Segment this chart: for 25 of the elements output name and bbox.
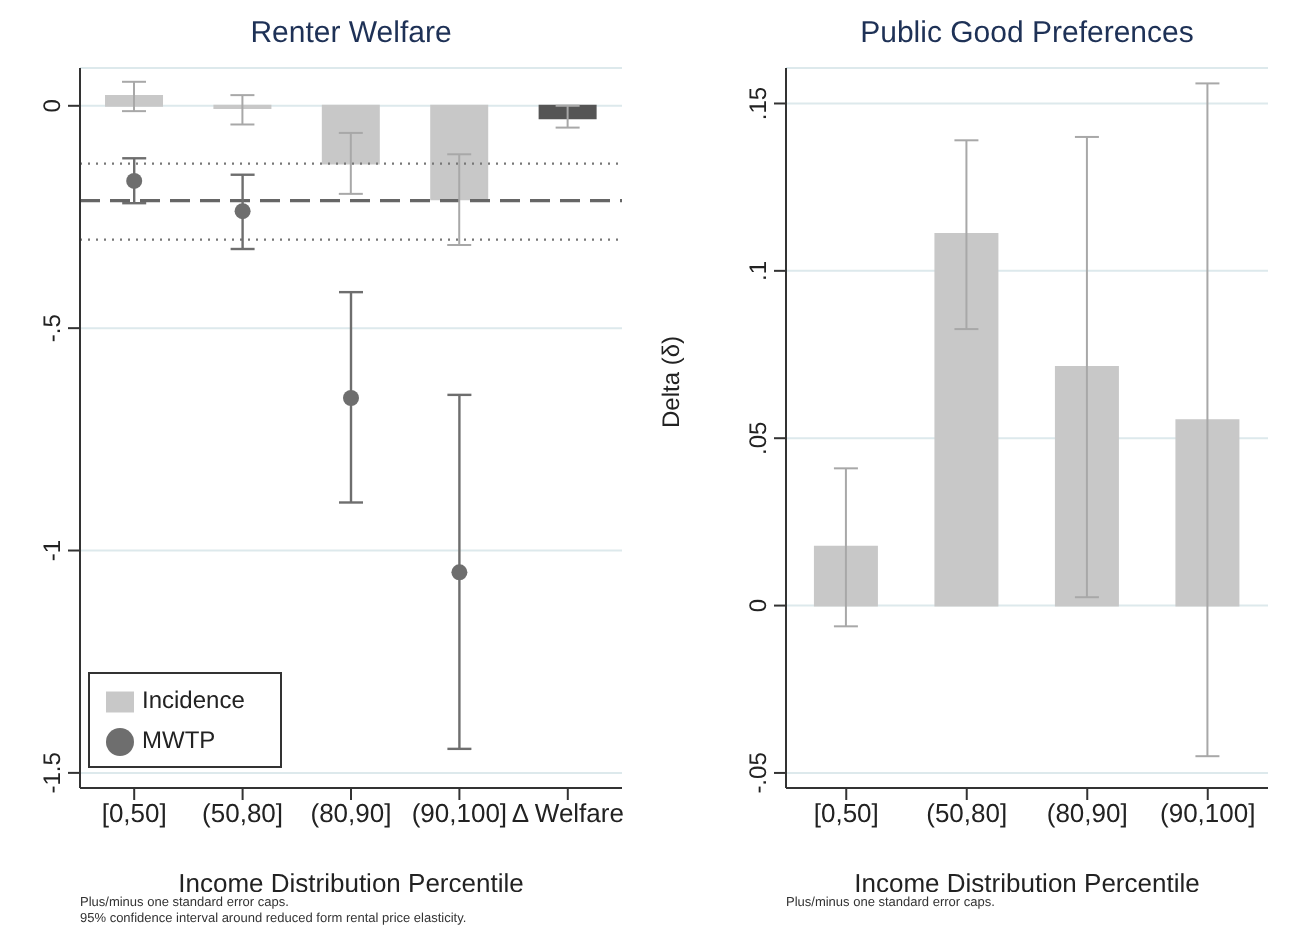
x-tick-label: (90,100] (411, 798, 508, 829)
x-tick-label: [0,50] (101, 798, 167, 829)
y-tick-label: -1.5 (38, 751, 66, 794)
x-tick-label: (80,90] (1046, 798, 1128, 829)
y-tick-label: .15 (744, 86, 772, 121)
x-tick-label: Δ Welfare (511, 798, 624, 829)
legend-label: Incidence (142, 686, 245, 714)
y-tick-label: -.05 (744, 751, 772, 794)
y-axis-title: Delta (δ) (656, 335, 685, 428)
legend-label: MWTP (142, 726, 216, 754)
x-axis-title: Income Distribution Percentile (854, 868, 1200, 898)
x-tick-label: (80,90] (310, 798, 392, 829)
y-tick-label: -.5 (38, 313, 66, 343)
x-axis-title: Income Distribution Percentile (178, 868, 524, 898)
chart-title: Public Good Preferences (858, 16, 1196, 50)
y-tick-label: .05 (744, 420, 772, 455)
x-tick-label: (90,100] (1160, 798, 1256, 829)
x-tick-label: [0,50] (813, 798, 879, 829)
y-tick-label: 0 (38, 98, 66, 113)
x-tick-label: (50,80] (202, 798, 284, 829)
y-tick-label: .1 (744, 260, 772, 281)
y-tick-label: -1 (38, 539, 66, 562)
chart-title: Renter Welfare (248, 16, 454, 50)
x-tick-label: (50,80] (926, 798, 1008, 829)
y-tick-label: 0 (744, 598, 772, 613)
